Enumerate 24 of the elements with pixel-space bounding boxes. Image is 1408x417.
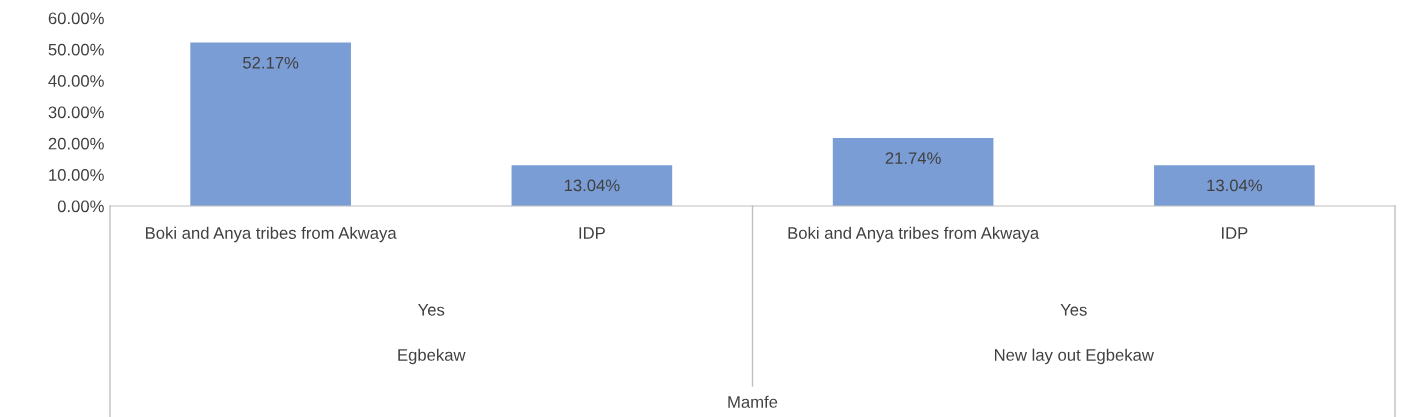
text: Egbekaw [398,348,466,365]
data-label: 52.17% [243,56,299,69]
bar [1154,165,1315,206]
y-tick-label: 50.00% [48,43,104,56]
text: Yes [418,304,445,316]
y-tick-label: 60.00% [48,12,104,25]
y-tick-label: 0.00% [57,200,104,213]
x-tick-label: Boki and Anya tribes from Akwaya [146,226,397,243]
y-tick-label: 30.00% [48,106,104,119]
x-tick-label: IDP [1222,227,1248,239]
data-label: 21.74% [885,152,941,164]
y-tick-label: 20.00% [48,137,104,150]
data-label: 13.04% [1207,179,1263,192]
y-tick-label: 40.00% [48,75,104,87]
y-tick-label: 10.00% [49,169,104,181]
text: Yes [1060,304,1087,316]
text: Mamfe [728,395,778,408]
x-tick-label: Boki and Anya tribes from Akwaya [788,226,1040,243]
bar [511,165,673,206]
data-label: 13.04% [564,179,620,192]
x-tick-label: IDP [579,227,605,239]
text: New lay out Egbekaw [994,348,1154,365]
bar [832,137,994,206]
bar [190,42,351,206]
